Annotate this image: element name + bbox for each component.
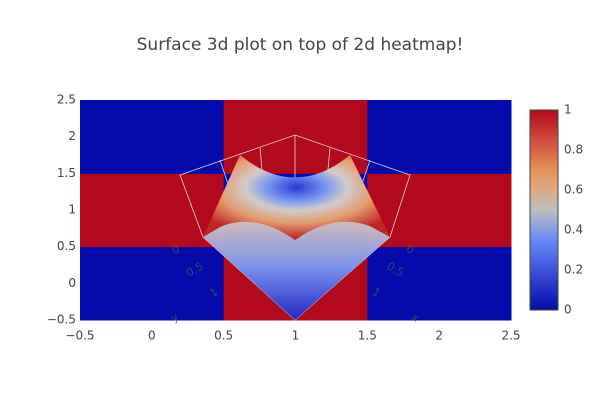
colorbar-tick-label: 0.4 <box>564 223 583 237</box>
colorbar <box>529 109 559 311</box>
surface-lower <box>203 215 390 320</box>
heatmap-cell <box>367 100 512 174</box>
x-tick-label: 0 <box>148 329 156 343</box>
chart-title: Surface 3d plot on top of 2d heatmap! <box>137 35 464 55</box>
surface-3d <box>179 134 411 321</box>
colorbar-tick-label: 0.8 <box>564 143 583 157</box>
x-tick-label: 2 <box>435 329 443 343</box>
heatmap-cell <box>80 246 225 321</box>
x-tick-label: 2.5 <box>501 329 520 343</box>
heatmap-cell <box>80 173 225 248</box>
colorbar-tick-label: 0 <box>564 303 572 317</box>
colorbar-tick-label: 1 <box>564 103 572 117</box>
heatmap-cell <box>367 173 512 248</box>
y-tick-label: 0.5 <box>57 239 76 253</box>
y-tick-label: 0 <box>68 276 76 290</box>
y-tick-label: −0.5 <box>47 313 76 327</box>
heatmap-cell <box>80 100 225 174</box>
y-tick-label: 2.5 <box>57 93 76 107</box>
heatmap-cell <box>367 246 512 321</box>
y-tick-label: 1 <box>68 203 76 217</box>
x-tick-label: 1.5 <box>358 329 377 343</box>
y-tick-label: 2 <box>68 129 76 143</box>
colorbar-tick-label: 0.2 <box>564 263 583 277</box>
x-tick-label: 0.5 <box>214 329 233 343</box>
colorbar-tick-label: 0.6 <box>564 183 583 197</box>
y-tick-label: 1.5 <box>57 166 76 180</box>
x-tick-label: −0.5 <box>65 329 94 343</box>
x-tick-label: 1 <box>292 329 300 343</box>
surface-upper <box>203 155 390 240</box>
